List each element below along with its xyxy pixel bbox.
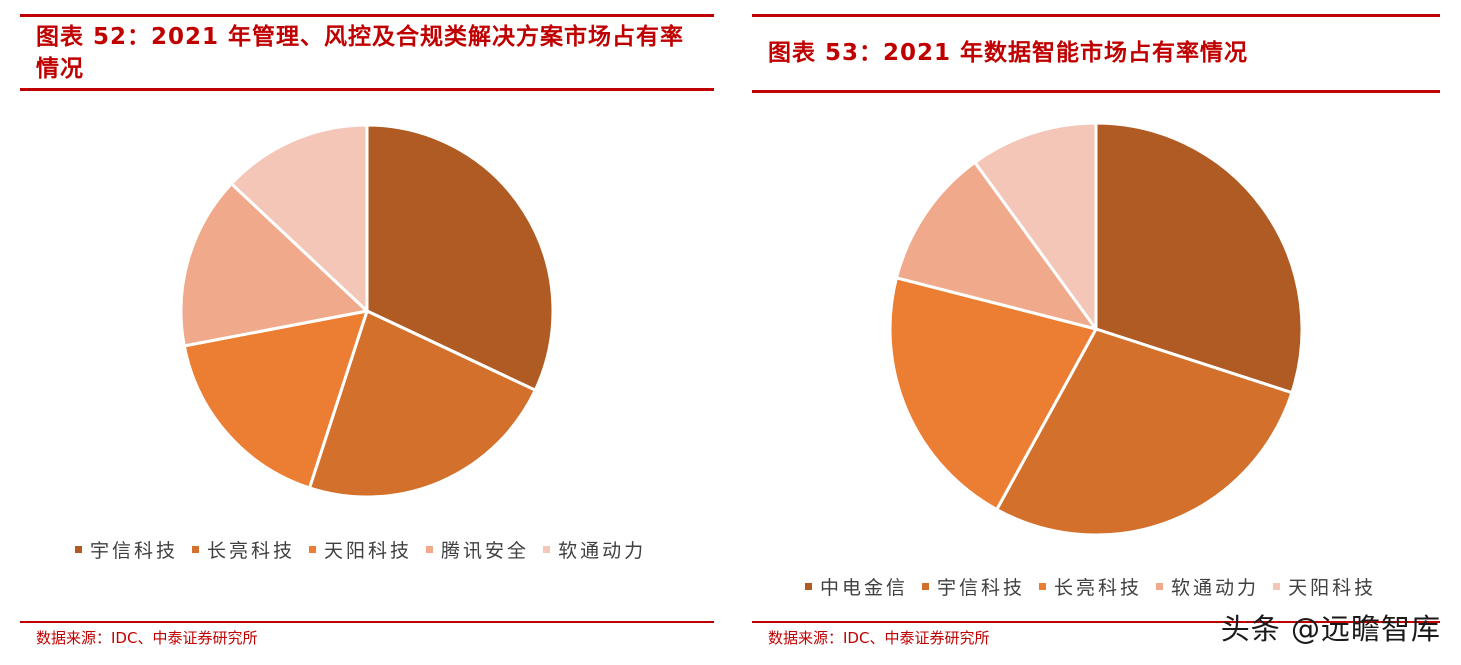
legend-label: 天阳科技	[1288, 577, 1377, 599]
pie-slice	[995, 327, 1294, 537]
legend-swatch	[309, 546, 317, 553]
legend-label: 宇信科技	[937, 577, 1026, 599]
legend-swatch	[1273, 583, 1281, 590]
legend-label: 长亮科技	[1054, 577, 1143, 599]
legend-item: 宇信科技	[922, 573, 1025, 600]
watermark: 头条 @远瞻智库	[1220, 612, 1441, 646]
legend-item: 长亮科技	[1039, 573, 1142, 600]
pie-slice	[365, 123, 555, 392]
chart-title: 图表 52：2021 年管理、风控及合规类解决方案市场占有率情况	[36, 24, 685, 82]
legend-item: 长亮科技	[192, 536, 295, 563]
legend-label: 长亮科技	[207, 540, 296, 562]
legend-swatch	[922, 583, 930, 590]
source-note: 数据来源：IDC、中泰证券研究所	[768, 629, 990, 647]
chart-legend: 宇信科技 长亮科技 天阳科技 腾讯安全 软通动力	[75, 536, 660, 563]
legend-item: 宇信科技	[75, 536, 178, 563]
title-rule-bottom	[752, 90, 1440, 93]
legend-label: 宇信科技	[90, 540, 179, 562]
pie-slice	[888, 276, 1098, 512]
legend-label: 腾讯安全	[441, 540, 530, 562]
legend-swatch	[75, 546, 82, 553]
title-rule-top	[20, 14, 714, 17]
title-rule-bottom	[20, 88, 714, 91]
pie-chart	[888, 121, 1304, 537]
left-panel: 图表 52：2021 年管理、风控及合规类解决方案市场占有率情况 宇信科技 长亮科…	[20, 0, 714, 665]
footer-rule	[752, 621, 1440, 623]
legend-swatch	[1156, 583, 1164, 590]
legend-label: 中电金信	[820, 577, 909, 599]
legend-label: 软通动力	[558, 540, 647, 562]
legend-item: 软通动力	[543, 536, 646, 563]
footer-rule	[20, 621, 714, 623]
legend-swatch	[543, 546, 551, 553]
legend-label: 天阳科技	[324, 540, 413, 562]
pie-slice	[308, 309, 537, 499]
right-panel: 图表 53：2021 年数据智能市场占有率情况 中电金信 宇信科技 长亮科技 软通动力…	[752, 0, 1440, 665]
chart-title: 图表 53：2021 年数据智能市场占有率情况	[768, 40, 1249, 66]
title-rule-top	[752, 14, 1440, 17]
pie-slice	[894, 160, 1098, 331]
legend-swatch	[192, 546, 200, 553]
legend-item: 中电金信	[805, 573, 908, 600]
pie-slice	[973, 121, 1098, 331]
pie-slice	[182, 309, 369, 490]
legend-swatch	[805, 583, 812, 590]
pie-slice	[179, 182, 369, 348]
pie-slice	[1094, 121, 1304, 395]
legend-item: 天阳科技	[309, 536, 412, 563]
legend-swatch	[1039, 583, 1047, 590]
legend-item: 天阳科技	[1273, 573, 1376, 600]
legend-item: 腾讯安全	[426, 536, 529, 563]
pie-slice	[229, 123, 369, 313]
legend-swatch	[426, 546, 434, 553]
source-note: 数据来源：IDC、中泰证券研究所	[36, 629, 258, 647]
legend-label: 软通动力	[1171, 577, 1260, 599]
legend-item: 软通动力	[1156, 573, 1259, 600]
pie-chart	[179, 123, 555, 499]
chart-legend: 中电金信 宇信科技 长亮科技 软通动力 天阳科技	[805, 573, 1390, 600]
